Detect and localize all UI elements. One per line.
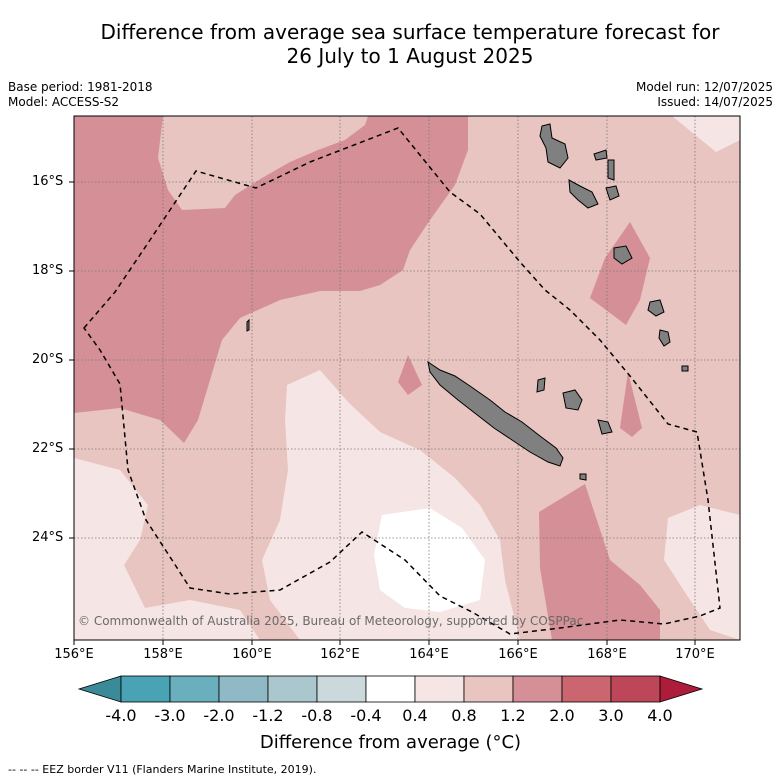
copyright-notice: © Commonwealth of Australia 2025, Bureau… [78, 614, 584, 628]
colorbar-label: -1.2 [252, 706, 284, 725]
colorbar-label: 0.4 [402, 706, 428, 725]
colorbar-segment [610, 675, 661, 703]
anomaly-region-0.4-0.8-ne [672, 116, 740, 152]
y-tick-label-18s: 18°S [32, 263, 64, 278]
gridlines [74, 116, 740, 640]
colorbar-label: -3.0 [154, 706, 186, 725]
loyalty-island-1 [562, 389, 583, 411]
map-title-line1: Difference from average sea surface temp… [100, 20, 720, 44]
eez-legend-note: -- -- -- EEZ border V11 (Flanders Marine… [8, 763, 317, 776]
isle-of-pines [579, 473, 587, 481]
y-tick-label-20s: 20°S [32, 352, 64, 367]
x-tick-label-170e: 170°E [675, 647, 715, 662]
anomaly-region-0.4-0.8-se [664, 505, 740, 640]
x-tick-label-158e: 158°E [143, 647, 183, 662]
anomaly-region-1.2-2.0-small-east [620, 372, 642, 437]
erromango [647, 299, 665, 317]
anomaly-fields [74, 116, 740, 640]
colorbar-label: -0.4 [350, 706, 382, 725]
colorbar-segment [512, 675, 563, 703]
colorbar [77, 675, 704, 703]
axis-ticks [69, 181, 696, 645]
espiritu-santo [539, 123, 569, 169]
colorbar-label: 3.0 [598, 706, 624, 725]
x-tick-label-166e: 166°E [498, 647, 538, 662]
x-tick-label-168e: 168°E [587, 647, 627, 662]
colorbar-segment [120, 675, 171, 703]
x-tick-label-160e: 160°E [232, 647, 272, 662]
colorbar-segment [463, 675, 514, 703]
map-frame [73, 115, 741, 641]
colorbar-label: -4.0 [105, 706, 137, 725]
y-tick-label-22s: 22°S [32, 441, 64, 456]
base-period: Base period: 1981-2018 [8, 80, 153, 94]
anomaly-region-1.2-2.0-nw [74, 116, 468, 443]
colorbar-label: 0.8 [451, 706, 477, 725]
land [246, 123, 689, 481]
meta-right: Model run: 12/07/2025 Issued: 14/07/2025 [636, 80, 773, 110]
chesterfield-islet [246, 318, 250, 332]
anomaly-region-0.4-0.8-sw [74, 458, 260, 640]
colorbar-segment [218, 675, 269, 703]
x-tick-label-156e: 156°E [54, 647, 94, 662]
anomaly-region-1.2-2.0-small-west [398, 355, 422, 395]
x-tick-label-162e: 162°E [320, 647, 360, 662]
aneityum [681, 365, 689, 372]
anomaly-region-0.8-1.2-inner [158, 116, 368, 210]
x-tick-label-164e: 164°E [409, 647, 449, 662]
loyalty-island-2 [597, 419, 613, 435]
colorbar-segment [267, 675, 318, 703]
vanuatu-island-c [607, 159, 615, 181]
model-run: Model run: 12/07/2025 [635, 80, 773, 94]
map-title-line2: 26 July to 1 August 2025 [286, 44, 534, 68]
colorbar-under-arrow [77, 675, 122, 703]
loyalty-island-3 [536, 377, 546, 393]
colorbar-label: 4.0 [647, 706, 673, 725]
colorbar-label: -0.8 [301, 706, 333, 725]
colorbar-segment [561, 675, 612, 703]
colorbar-label: 2.0 [549, 706, 575, 725]
anomaly-region-1.2-2.0-se [539, 484, 660, 640]
anomaly-region-1.2-2.0-vanuatu [590, 222, 650, 325]
colorbar-over-arrow [659, 675, 704, 703]
colorbar-segment [365, 675, 416, 703]
y-tick-label-16s: 16°S [32, 174, 64, 189]
tanna [658, 329, 671, 347]
colorbar-segment [169, 675, 220, 703]
model-name: Model: ACCESS-S2 [8, 95, 120, 109]
colorbar-label: -2.0 [203, 706, 235, 725]
colorbar-segment [414, 675, 465, 703]
vanuatu-island-b [593, 149, 608, 161]
efate [613, 245, 633, 265]
colorbar-segment [316, 675, 367, 703]
issued-date: Issued: 14/07/2025 [657, 95, 773, 109]
vanuatu-island-a [605, 185, 620, 201]
new-caledonia-mainland [427, 360, 564, 467]
malakula [568, 179, 599, 209]
y-tick-label-24s: 24°S [32, 530, 64, 545]
meta-left: Base period: 1981-2018 Model: ACCESS-S2 [8, 80, 153, 110]
colorbar-title: Difference from average (°C) [259, 732, 522, 753]
anomaly-region-neutral [374, 508, 485, 612]
eez-border [83, 127, 721, 635]
colorbar-label: 1.2 [500, 706, 526, 725]
